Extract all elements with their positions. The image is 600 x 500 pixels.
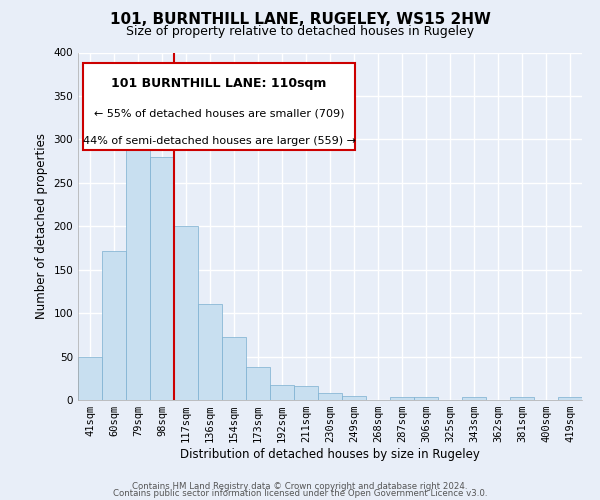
Text: 44% of semi-detached houses are larger (559) →: 44% of semi-detached houses are larger (…	[83, 136, 356, 146]
Text: Size of property relative to detached houses in Rugeley: Size of property relative to detached ho…	[126, 25, 474, 38]
Bar	[102, 250, 126, 400]
Bar	[294, 386, 318, 400]
Bar	[510, 398, 534, 400]
Y-axis label: Number of detached properties: Number of detached properties	[35, 133, 48, 320]
Bar	[342, 396, 366, 400]
Bar	[174, 226, 198, 400]
Text: 101 BURNTHILL LANE: 110sqm: 101 BURNTHILL LANE: 110sqm	[112, 77, 327, 90]
Bar	[462, 398, 486, 400]
Text: ← 55% of detached houses are smaller (709): ← 55% of detached houses are smaller (70…	[94, 108, 344, 118]
Bar	[318, 393, 342, 400]
Bar	[414, 396, 438, 400]
Bar	[270, 385, 294, 400]
FancyBboxPatch shape	[83, 63, 355, 150]
Bar	[246, 367, 270, 400]
Bar	[558, 398, 582, 400]
Bar	[78, 356, 102, 400]
X-axis label: Distribution of detached houses by size in Rugeley: Distribution of detached houses by size …	[180, 448, 480, 461]
Bar	[150, 157, 174, 400]
Bar	[222, 338, 246, 400]
Bar	[126, 122, 150, 400]
Text: 101, BURNTHILL LANE, RUGELEY, WS15 2HW: 101, BURNTHILL LANE, RUGELEY, WS15 2HW	[110, 12, 490, 28]
Bar	[198, 304, 222, 400]
Text: Contains HM Land Registry data © Crown copyright and database right 2024.: Contains HM Land Registry data © Crown c…	[132, 482, 468, 491]
Text: Contains public sector information licensed under the Open Government Licence v3: Contains public sector information licen…	[113, 490, 487, 498]
Bar	[390, 398, 414, 400]
